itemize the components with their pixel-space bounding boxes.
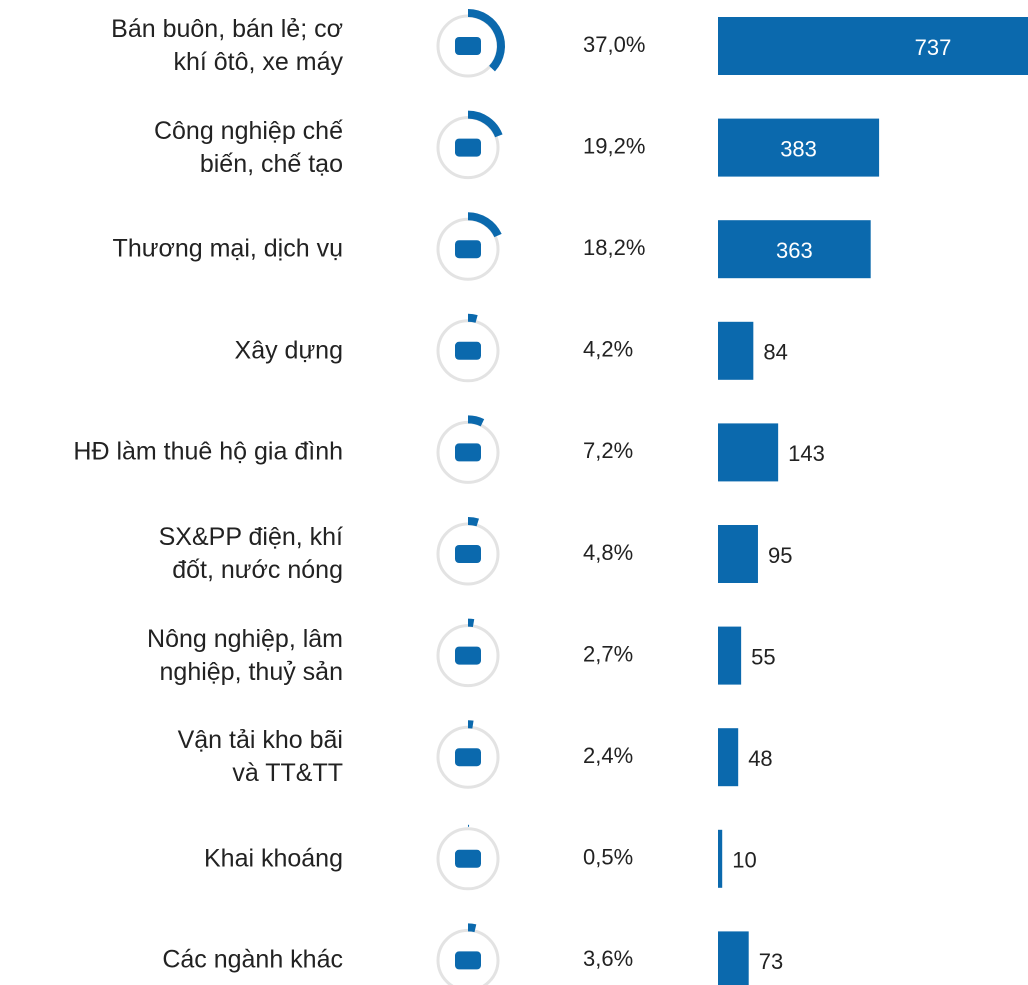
category-label: HĐ làm thuê hộ gia đình: [73, 437, 343, 466]
bar: [718, 321, 754, 380]
donut-arc: [467, 415, 485, 427]
value-label: 55: [751, 644, 775, 669]
donut-arc: [467, 9, 505, 72]
percent-label: 3,6%: [583, 946, 633, 971]
value-label: 95: [768, 543, 792, 568]
category-label: SX&PP điện, khí đốt, nước nóng: [158, 523, 343, 584]
percent-label: 4,8%: [583, 540, 633, 565]
category-label: Các ngành khác: [162, 945, 343, 974]
icon: [455, 37, 481, 55]
category-label: Xây dựng: [234, 336, 343, 365]
icon: [455, 138, 481, 157]
value-label: 363: [776, 238, 813, 263]
value-label: 73: [759, 949, 783, 974]
icon: [455, 341, 481, 360]
icon: [455, 545, 481, 563]
donut-arc: [467, 923, 477, 933]
bar: [718, 118, 880, 177]
bar: [718, 17, 1028, 75]
bar: [718, 728, 739, 787]
bar: [718, 626, 742, 685]
percent-label: 18,2%: [583, 235, 645, 260]
icon: [455, 748, 481, 767]
donut-arc: [467, 517, 479, 527]
value-label: 143: [788, 441, 825, 466]
percent-label: 2,4%: [583, 743, 633, 768]
category-label: Bán buôn, bán lẻ; cơ khí ôtô, xe máy: [111, 15, 343, 76]
donut-track: [436, 624, 500, 688]
icon: [455, 951, 481, 970]
donut-arc: [467, 313, 478, 323]
percent-label: 7,2%: [583, 438, 633, 463]
value-label: 84: [763, 340, 787, 365]
percent-label: 19,2%: [583, 133, 645, 158]
value-label: 383: [780, 136, 817, 161]
percent-label: 37,0%: [583, 32, 645, 57]
category-label: Khai khoáng: [203, 844, 343, 873]
donut-track: [436, 827, 500, 891]
bar: [718, 931, 749, 985]
bar: [718, 423, 779, 482]
bar: [718, 829, 723, 888]
category-label: Nông nghiệp, lâm nghiệp, thuỷ sản: [147, 624, 343, 686]
donut-track: [436, 522, 500, 586]
category-label: Thương mại, dịch vụ: [112, 234, 343, 263]
donut-arc: [467, 110, 503, 138]
donut-arc: [467, 212, 502, 238]
bar: [718, 525, 758, 583]
bar: [718, 220, 871, 279]
value-label: 737: [915, 35, 952, 60]
icon: [455, 646, 481, 665]
value-label: 10: [732, 848, 756, 873]
percent-label: 2,7%: [583, 641, 633, 666]
category-label: Công nghiệp chế biến, chế tạo: [153, 116, 343, 178]
percent-label: 0,5%: [583, 845, 633, 870]
value-label: 48: [748, 746, 772, 771]
percent-label: 4,2%: [583, 337, 633, 362]
icon: [455, 240, 481, 259]
category-label: Vận tải kho bãi và TT&TT: [177, 726, 343, 788]
icon: [455, 443, 481, 462]
icon: [455, 849, 481, 868]
